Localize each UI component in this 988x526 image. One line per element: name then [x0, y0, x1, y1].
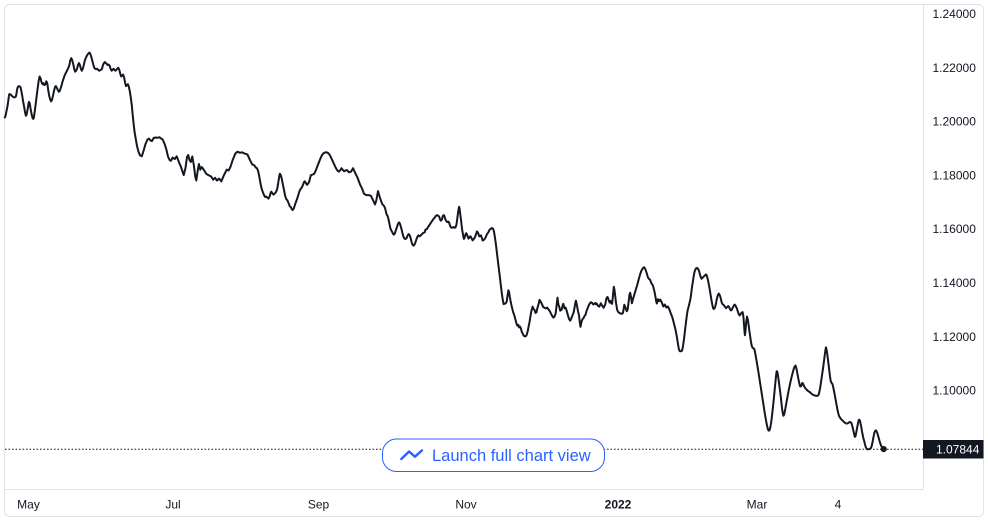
svg-text:1.24000: 1.24000	[933, 7, 977, 21]
svg-text:1.10000: 1.10000	[933, 384, 977, 398]
svg-text:Sep: Sep	[308, 498, 330, 512]
svg-text:1.16000: 1.16000	[933, 222, 977, 236]
svg-text:1.18000: 1.18000	[933, 168, 977, 182]
svg-text:May: May	[17, 498, 40, 512]
svg-text:Jul: Jul	[165, 498, 180, 512]
svg-text:4: 4	[835, 498, 842, 512]
svg-text:1.22000: 1.22000	[933, 61, 977, 75]
svg-text:2022: 2022	[605, 498, 632, 512]
svg-text:1.20000: 1.20000	[933, 115, 977, 129]
svg-text:1.12000: 1.12000	[933, 330, 977, 344]
svg-text:1.07844: 1.07844	[936, 443, 980, 457]
svg-text:1.14000: 1.14000	[933, 276, 977, 290]
svg-text:Nov: Nov	[455, 498, 476, 512]
svg-text:Mar: Mar	[747, 498, 768, 512]
svg-text:Launch full chart view: Launch full chart view	[432, 447, 591, 465]
